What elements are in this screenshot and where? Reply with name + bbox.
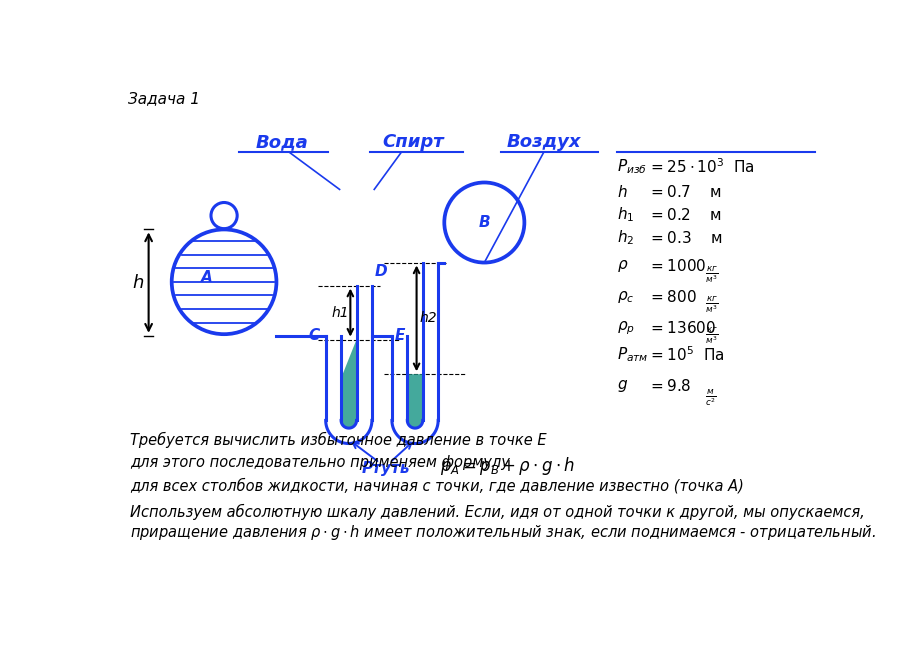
Text: $\rho$: $\rho$	[616, 259, 628, 274]
Text: приращение давления $\rho \cdot g \cdot h$ имеет положительный знак, если подним: приращение давления $\rho \cdot g \cdot …	[130, 523, 875, 542]
Text: Требуется вычислить избыточное давление в точке Е: Требуется вычислить избыточное давление …	[130, 432, 547, 448]
Text: $P_{атм}$: $P_{атм}$	[616, 345, 648, 364]
Text: $h$: $h$	[616, 184, 627, 200]
Text: $\frac{м}{с^2}$: $\frac{м}{с^2}$	[704, 387, 716, 408]
Text: для этого последовательно применяем формулу: для этого последовательно применяем форм…	[130, 455, 509, 470]
Text: Вода: Вода	[255, 133, 308, 151]
Text: C: C	[308, 328, 319, 343]
Text: Используем абсолютную шкалу давлений. Если, идя от одной точки к другой, мы опус: Используем абсолютную шкалу давлений. Ес…	[130, 503, 864, 520]
Text: $\frac{кг}{м^3}$: $\frac{кг}{м^3}$	[704, 264, 718, 284]
Text: $= 0.3$    м: $= 0.3$ м	[647, 230, 722, 246]
Text: Задача 1: Задача 1	[128, 91, 200, 107]
Text: B: B	[478, 215, 489, 230]
Text: $= 0.2$    м: $= 0.2$ м	[647, 207, 721, 223]
Text: $= 13600$: $= 13600$	[647, 320, 715, 336]
Text: $\frac{кг}{м^3}$: $\frac{кг}{м^3}$	[704, 325, 718, 346]
Text: $= 25 \cdot 10^3$  Па: $= 25 \cdot 10^3$ Па	[647, 157, 753, 176]
Text: $= 800$: $= 800$	[647, 289, 696, 305]
Text: $h_2$: $h_2$	[616, 229, 633, 248]
Text: $p_A = p_B + \rho \cdot g \cdot h$: $p_A = p_B + \rho \cdot g \cdot h$	[439, 455, 574, 477]
Polygon shape	[407, 374, 423, 428]
Text: h: h	[132, 273, 144, 292]
Text: $= 1000$: $= 1000$	[647, 259, 705, 274]
Text: для всех столбов жидкости, начиная с точки, где давление известно (точка А): для всех столбов жидкости, начиная с точ…	[130, 478, 743, 494]
Text: Воздух: Воздух	[506, 133, 580, 151]
Text: $= 0.7$    м: $= 0.7$ м	[647, 184, 721, 200]
Text: $\rho_c$: $\rho_c$	[616, 289, 633, 305]
Text: $P_{изб}$: $P_{изб}$	[616, 157, 646, 176]
Text: A: A	[201, 270, 213, 286]
Polygon shape	[341, 340, 356, 428]
Text: $h_1$: $h_1$	[616, 205, 633, 224]
Text: $g$: $g$	[616, 378, 627, 394]
Text: $= 9.8$: $= 9.8$	[647, 378, 691, 394]
Text: Ртуть: Ртуть	[361, 461, 410, 476]
Text: Спирт: Спирт	[382, 133, 443, 151]
Text: $\frac{кг}{м^3}$: $\frac{кг}{м^3}$	[704, 294, 718, 316]
Text: h2: h2	[419, 312, 436, 325]
Text: $\rho_p$: $\rho_p$	[616, 319, 634, 337]
Text: h1: h1	[331, 306, 348, 319]
Text: E: E	[394, 328, 405, 343]
Text: $= 10^5$  Па: $= 10^5$ Па	[647, 345, 723, 364]
Text: D: D	[374, 264, 387, 279]
